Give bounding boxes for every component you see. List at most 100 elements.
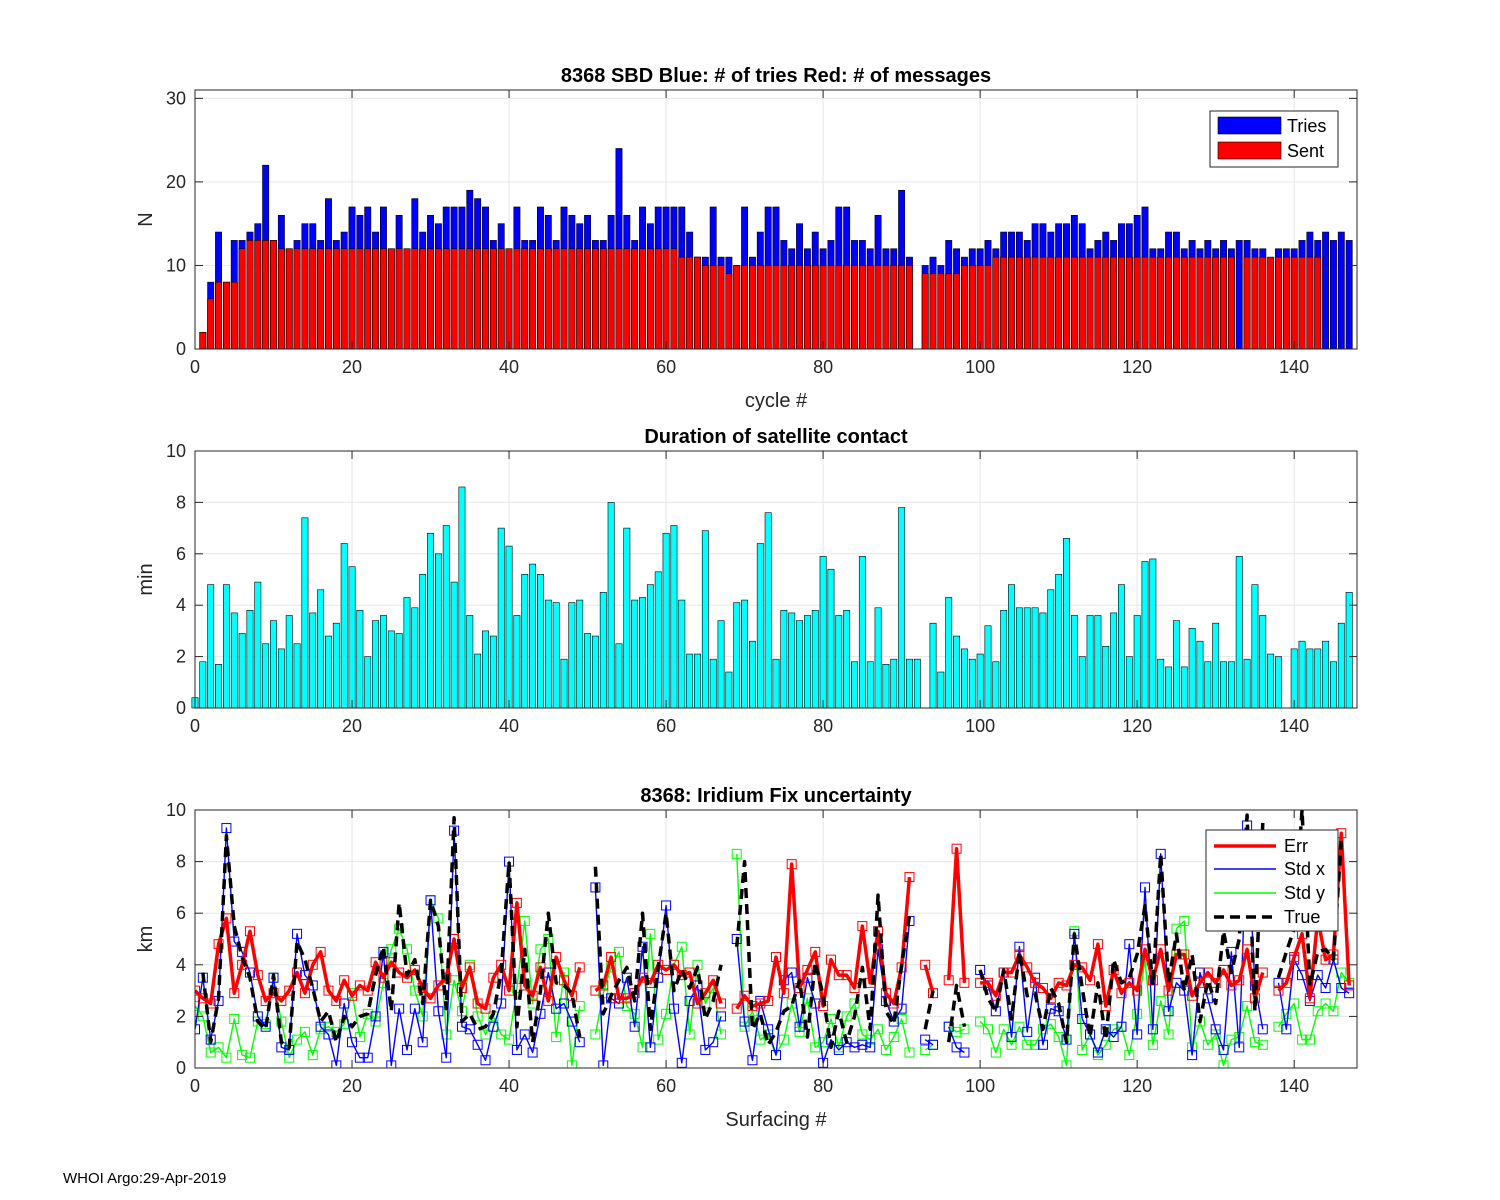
duration-bar	[694, 653, 701, 709]
std-x-marker	[668, 1003, 679, 1014]
duration-bar	[568, 602, 576, 709]
err-marker	[1092, 939, 1103, 950]
sent-bar	[1165, 256, 1173, 350]
std-y-marker	[857, 1029, 868, 1040]
std-x-line	[979, 824, 1264, 1056]
std-y-marker	[951, 1026, 962, 1037]
duration-bar	[1345, 592, 1353, 709]
duration-bar	[662, 532, 670, 709]
std-y-marker	[1328, 1006, 1339, 1017]
err-marker	[307, 959, 318, 970]
err-marker	[951, 843, 962, 854]
sent-bar	[1157, 256, 1165, 350]
sent-bar	[222, 281, 230, 350]
x-tick-label: 0	[190, 716, 200, 736]
duration-bar	[387, 630, 395, 709]
x-tick-label: 100	[965, 1076, 995, 1096]
sent-bar	[741, 265, 749, 350]
sent-bar	[1204, 256, 1212, 350]
duration-bar	[992, 661, 1000, 709]
sent-bar	[725, 273, 733, 350]
std-x-marker	[920, 1034, 931, 1045]
std-y-marker	[472, 1011, 483, 1022]
duration-bar	[254, 581, 262, 709]
sent-bar	[1259, 256, 1267, 350]
std-x-marker	[833, 1044, 844, 1055]
sent-bar	[1031, 256, 1039, 350]
sent-bar	[882, 265, 890, 350]
x-tick-label: 20	[342, 357, 362, 377]
fix-uncertainty-panel: 0 20 40 60 80 100 120 140 0 2 4 6 8 10 8368: Iridium F…	[135, 785, 1358, 1131]
sent-bar	[631, 248, 639, 350]
std-y-marker	[307, 1050, 318, 1061]
sent-bar	[246, 240, 254, 350]
std-y-marker	[1077, 1044, 1088, 1055]
std-y-marker	[982, 1024, 993, 1035]
duration-bar	[356, 610, 364, 709]
y-tick-label: 10	[166, 255, 186, 275]
duration-bar	[332, 622, 340, 709]
std-y-marker	[778, 1034, 789, 1045]
sent-bar	[1008, 256, 1015, 350]
sent-bar	[403, 248, 411, 350]
sent-bar	[372, 248, 380, 350]
std-y-marker	[1304, 1034, 1315, 1045]
duration-bar	[960, 648, 968, 709]
std-y-marker	[990, 1047, 1001, 1058]
std-x-marker	[480, 1055, 491, 1066]
err-marker	[598, 980, 609, 991]
legend-label-sent: Sent	[1287, 141, 1324, 161]
std-x-marker	[1281, 1024, 1292, 1035]
err-marker	[488, 972, 499, 983]
std-y-marker	[810, 1042, 821, 1053]
sent-bar	[537, 248, 544, 350]
std-y-marker	[716, 1029, 727, 1040]
duration-bar	[1275, 656, 1282, 709]
sent-bar	[1078, 256, 1086, 350]
err-marker	[975, 977, 986, 988]
duration-bar	[513, 615, 521, 709]
sent-bar	[984, 265, 992, 350]
std-x-marker	[1037, 1039, 1048, 1050]
x-tick-label: 140	[1279, 357, 1309, 377]
duration-bar	[1267, 653, 1275, 709]
duration-bar	[1243, 658, 1251, 709]
sent-bar	[764, 265, 772, 350]
std-y-marker	[401, 944, 412, 955]
sent-bar	[458, 248, 466, 350]
std-y-marker	[920, 1044, 931, 1055]
sent-bar	[1023, 256, 1031, 350]
err-marker	[1273, 985, 1284, 996]
duration-bar	[882, 664, 890, 709]
duration-bar	[317, 589, 325, 709]
duration-bar	[1015, 607, 1023, 709]
duration-bar	[1118, 584, 1125, 709]
std-y-marker	[1155, 995, 1166, 1006]
err-marker	[982, 977, 993, 988]
y-tick-label: 8	[176, 852, 186, 872]
std-x-marker	[1320, 983, 1331, 994]
duration-bar	[395, 633, 403, 709]
x-tick-label: 0	[190, 1076, 200, 1096]
duration-bar	[1149, 558, 1157, 709]
duration-bar	[851, 661, 858, 709]
sent-bar	[1039, 256, 1047, 350]
err-marker	[1163, 985, 1174, 996]
std-x-marker	[786, 967, 797, 978]
duration-bar	[591, 635, 599, 709]
sent-bar	[968, 265, 976, 350]
std-x-marker	[1336, 983, 1347, 994]
std-y-marker	[551, 1032, 562, 1043]
duration-bar	[372, 620, 380, 709]
std-x-marker	[574, 1037, 585, 1048]
sent-bar	[1298, 256, 1306, 350]
std-x-marker	[1132, 1029, 1143, 1040]
sent-bar	[340, 248, 348, 350]
sent-bar	[277, 248, 285, 350]
std-y-marker	[1312, 1006, 1323, 1017]
std-x-marker	[1273, 977, 1284, 988]
duration-bar	[906, 658, 913, 709]
std-y-marker	[323, 1021, 334, 1032]
std-x-marker	[1108, 1032, 1119, 1043]
duration-bar	[1330, 661, 1337, 709]
